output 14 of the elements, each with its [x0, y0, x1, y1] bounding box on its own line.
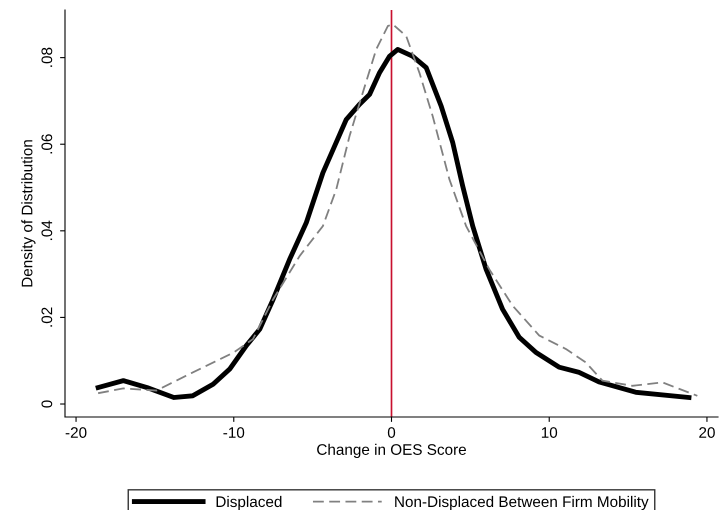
x-tick-label: -10	[223, 427, 244, 438]
legend-label: Displaced	[216, 496, 282, 510]
y-tick-label: 0	[41, 400, 52, 408]
y-axis-title: Density of Distribution	[21, 140, 36, 287]
x-tick-label: 0	[388, 427, 396, 438]
x-tick-label: 10	[542, 427, 558, 438]
x-tick-label: 20	[699, 427, 715, 438]
legend-label: Non-Displaced Between Firm Mobility	[395, 496, 649, 510]
x-tick-label: -20	[66, 427, 86, 438]
y-tick-label: .08	[41, 48, 52, 67]
y-tick-label: .06	[41, 134, 52, 154]
y-tick-label: .02	[41, 308, 52, 327]
y-tick-label: .04	[41, 220, 52, 240]
x-axis-title: Change in OES Score	[317, 444, 466, 458]
